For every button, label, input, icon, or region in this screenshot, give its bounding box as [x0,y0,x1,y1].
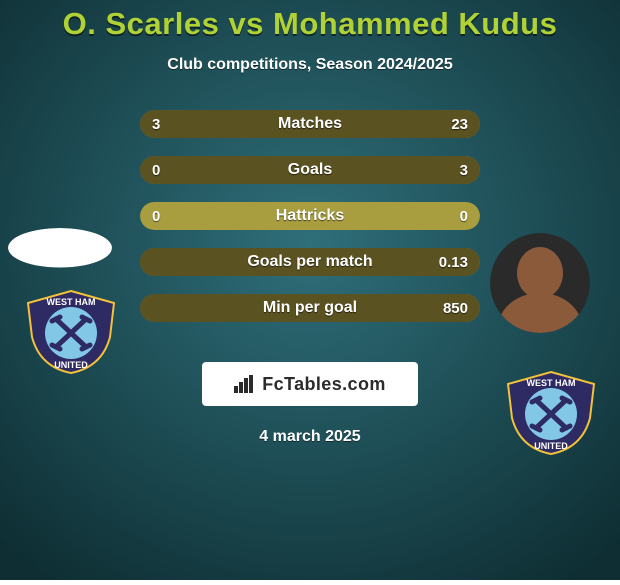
stat-bar: Hattricks0 0 [140,202,480,230]
stat-bar: Min per goal850 [140,294,480,322]
stat-label: Min per goal [140,294,480,322]
player-left-avatar [8,228,112,268]
svg-text:UNITED: UNITED [54,360,88,370]
stat-label: Goals [140,156,480,184]
stat-value-right: 850 [443,294,468,322]
stat-value-right: 23 [451,110,468,138]
stat-bar: Matches3 23 [140,110,480,138]
comparison-card: O. Scarles vs Mohammed Kudus Club compet… [0,0,620,580]
player-left-club-badge: WEST HAM UNITED [22,289,120,375]
stat-value-left: 0 [152,202,160,230]
svg-text:WEST HAM: WEST HAM [527,378,576,388]
stat-label: Matches [140,110,480,138]
stat-label: Hattricks [140,202,480,230]
brand-text: FcTables.com [262,374,386,395]
page-title: O. Scarles vs Mohammed Kudus [0,0,620,42]
player-right-avatar [490,233,590,333]
stat-value-right: 0 [460,202,468,230]
svg-text:WEST HAM: WEST HAM [47,297,96,307]
chart-icon [234,375,256,393]
player-right-club-badge: WEST HAM UNITED [502,370,600,456]
brand-box: FcTables.com [202,362,418,406]
subtitle: Club competitions, Season 2024/2025 [0,56,620,74]
stat-bar: Goals per match0.13 [140,248,480,276]
stat-value-left: 3 [152,110,160,138]
stat-label: Goals per match [140,248,480,276]
stat-value-right: 0.13 [439,248,468,276]
stat-value-right: 3 [460,156,468,184]
comparison-bars: Matches323Goals03Hattricks00Goals per ma… [140,110,480,340]
stat-value-left: 0 [152,156,160,184]
svg-text:UNITED: UNITED [534,441,568,451]
stat-bar: Goals0 3 [140,156,480,184]
stats-area: WEST HAM UNITED WEST HAM UNITED Matches3… [0,110,620,340]
